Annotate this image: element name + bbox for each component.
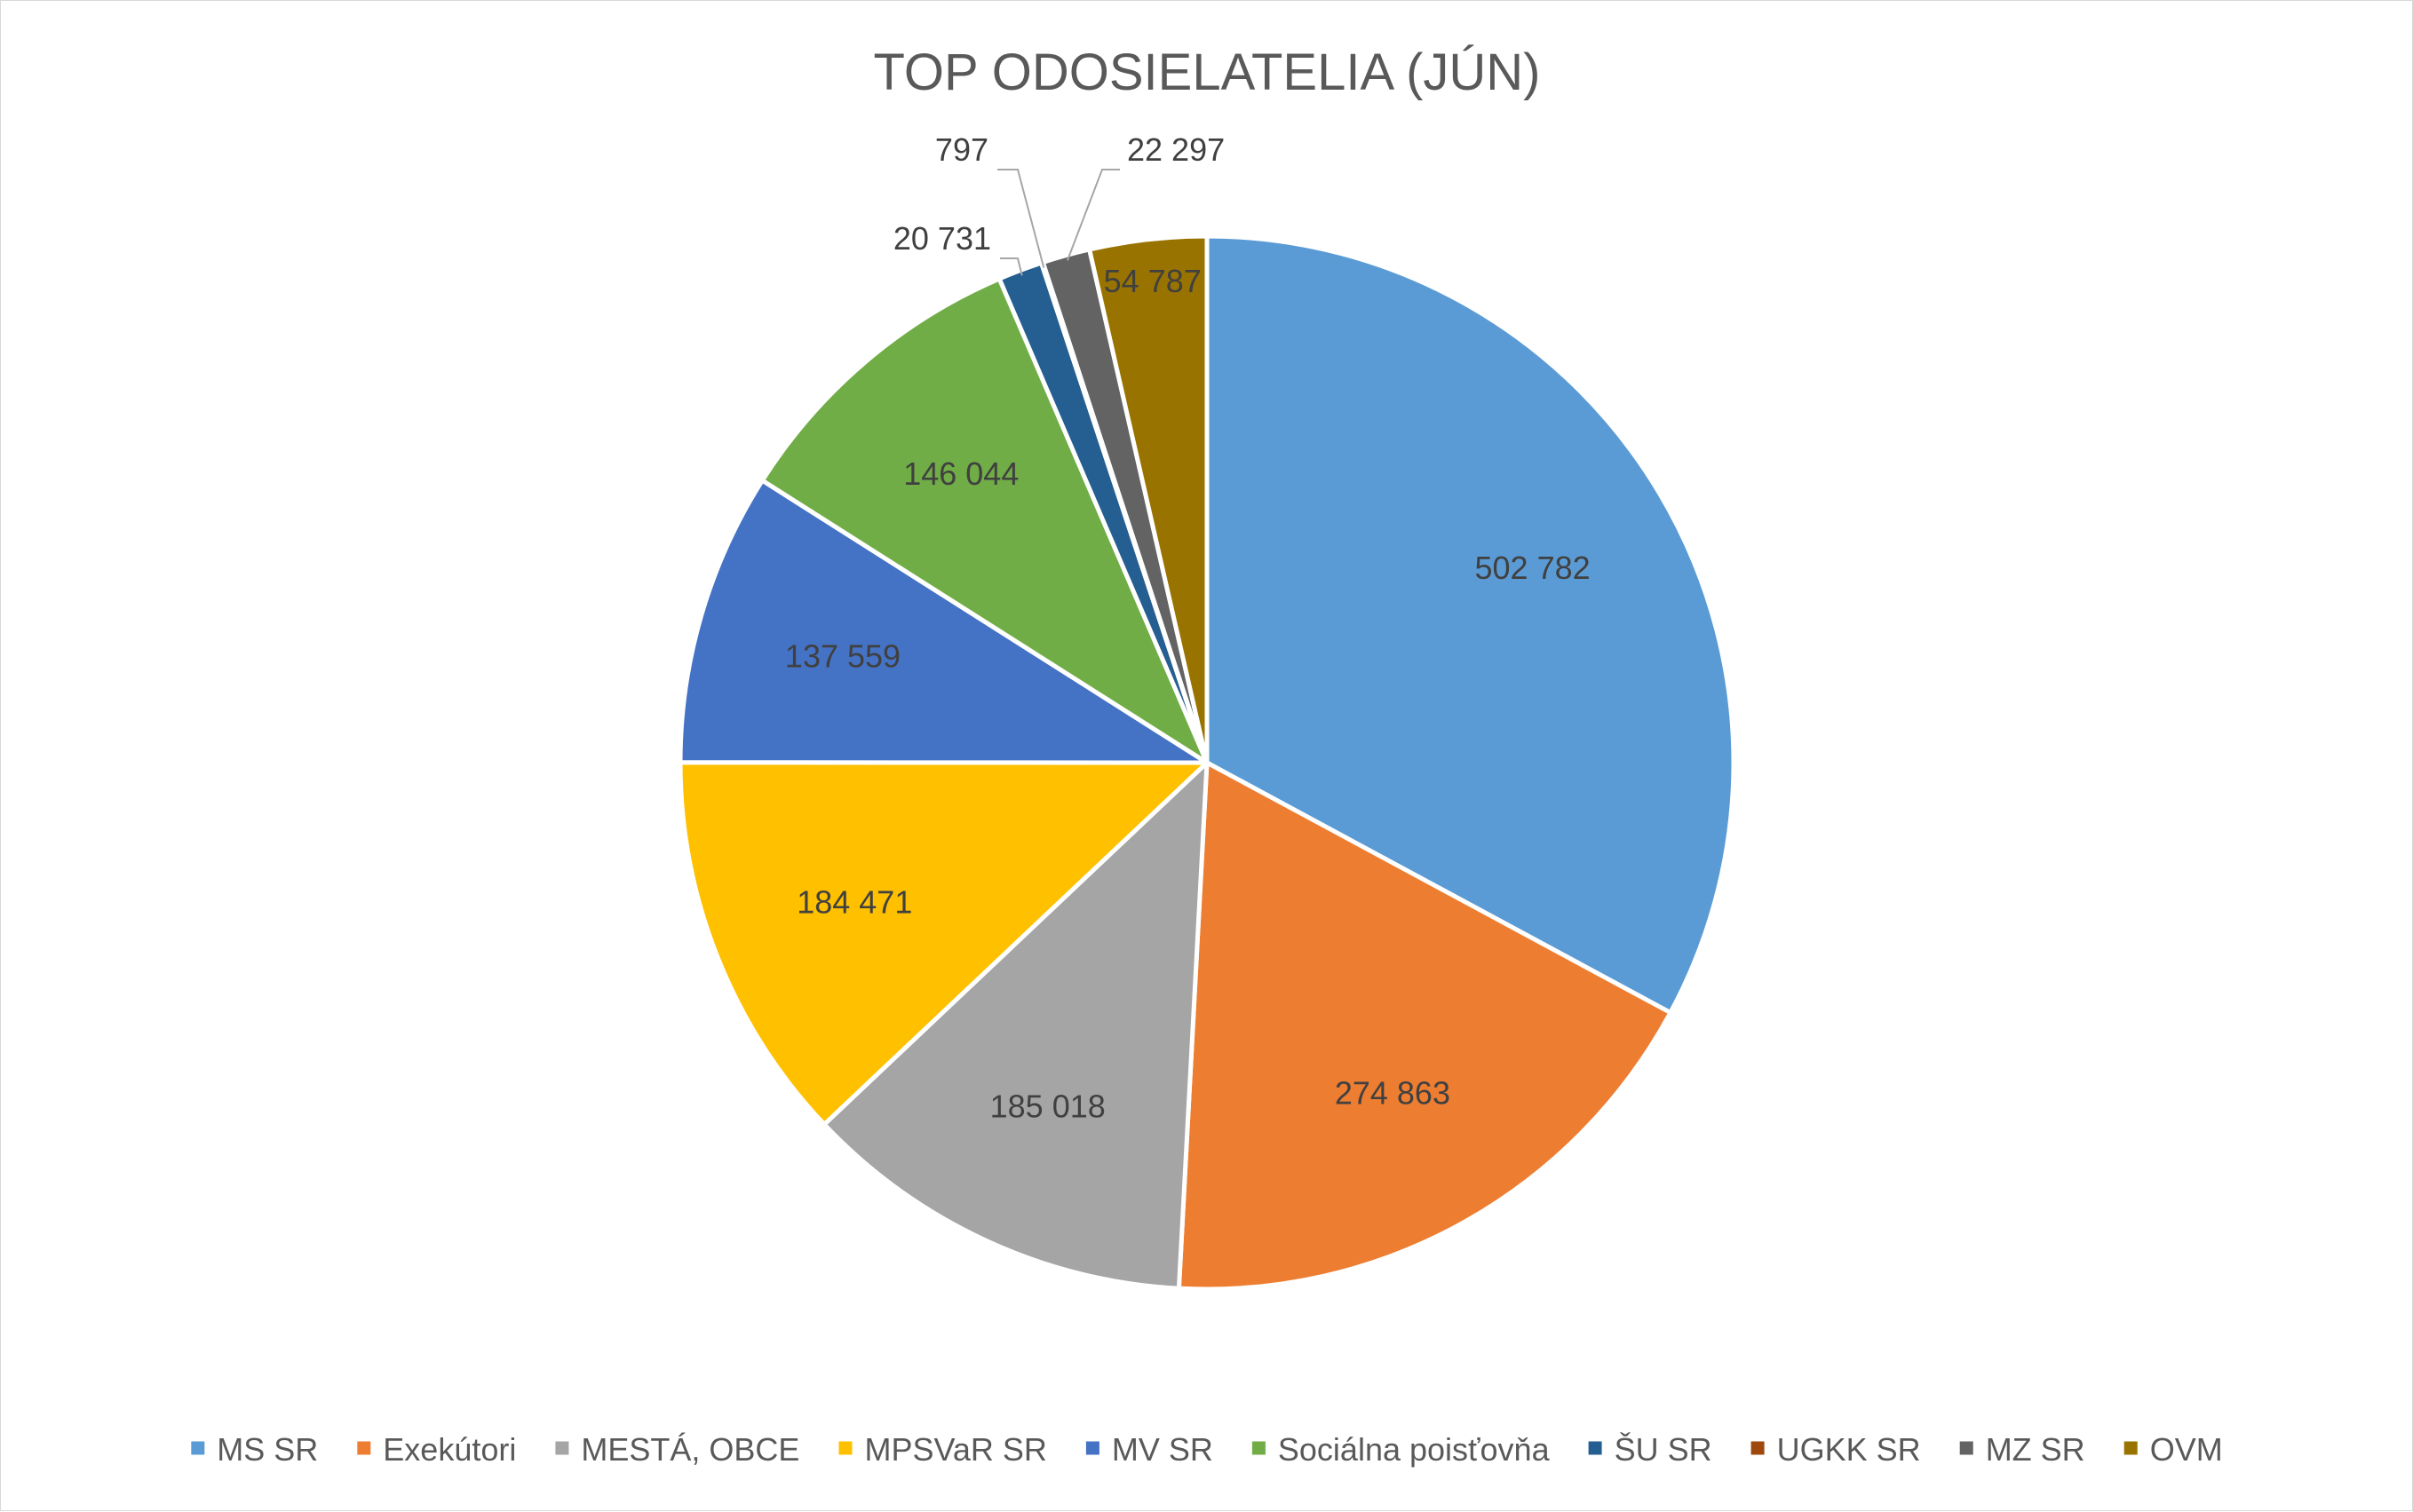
legend-item-exekutori: Exekútori [357, 1431, 516, 1468]
legend-swatch-ms-sr [191, 1441, 205, 1455]
legend-swatch-mz-sr [1959, 1441, 1973, 1455]
data-labels: 502 782 274 863 185 018 184 471 137 559 146 0… [785, 131, 1591, 1125]
slice-mv-sr [678, 478, 1210, 765]
data-label-exekutori: 274 863 [1335, 1074, 1450, 1111]
legend: MS SR Exekútori MESTÁ, OBCE MPSVaR SR MV SR S… [191, 1431, 2223, 1468]
chart-title: TOP ODOSIELATELIA (JÚN) [874, 44, 1541, 101]
legend-item-mv-sr: MV SR [1085, 1431, 1213, 1468]
legend-label-ovm: OVM [2150, 1431, 2223, 1468]
slice-ms-sr [1204, 234, 1736, 1016]
legend-swatch-exekutori [357, 1441, 371, 1455]
leader-line-mz-sr [1066, 169, 1120, 261]
leader-lines [997, 169, 1120, 276]
pie-slices [678, 234, 1736, 1292]
leader-line-su-sr [1000, 257, 1023, 276]
legend-item-mesta-obce: MESTÁ, OBCE [555, 1431, 799, 1468]
legend-swatch-ovm [2123, 1441, 2138, 1455]
legend-item-su-sr: ŠU SR [1588, 1431, 1712, 1468]
legend-item-ugkk-sr: UGKK SR [1750, 1431, 1921, 1468]
legend-label-exekutori: Exekútori [383, 1431, 516, 1468]
slice-ovm [1087, 234, 1210, 765]
leader-line-ugkk-sr [997, 169, 1045, 268]
legend-label-mz-sr: MZ SR [1986, 1431, 2085, 1468]
data-label-su-sr: 20 731 [893, 220, 991, 257]
legend-swatch-ugkk-sr [1750, 1441, 1765, 1455]
legend-item-socialna-poistovna: Sociálna poisťovňa [1251, 1431, 1551, 1468]
legend-swatch-socialna-poistovna [1251, 1441, 1266, 1455]
slice-mpsvar-sr [678, 760, 1210, 1127]
legend-item-ovm: OVM [2123, 1431, 2223, 1468]
legend-item-ms-sr: MS SR [191, 1431, 318, 1468]
slice-socialna-poistovna [759, 276, 1210, 765]
slice-mesta-obce [822, 760, 1210, 1291]
legend-swatch-su-sr [1588, 1441, 1602, 1455]
legend-label-mpsvar-sr: MPSVaR SR [865, 1431, 1047, 1468]
legend-label-socialna-poistovna: Sociálna poisťovňa [1278, 1431, 1551, 1468]
legend-swatch-mpsvar-sr [838, 1441, 853, 1455]
legend-label-mv-sr: MV SR [1112, 1431, 1213, 1468]
data-label-mpsvar-sr: 184 471 [797, 884, 912, 921]
legend-item-mpsvar-sr: MPSVaR SR [838, 1431, 1047, 1468]
slice-exekutori [1176, 760, 1673, 1292]
legend-label-mesta-obce: MESTÁ, OBCE [581, 1431, 799, 1468]
data-label-mz-sr: 22 297 [1127, 131, 1225, 168]
data-label-mv-sr: 137 559 [785, 638, 901, 675]
legend-label-ugkk-sr: UGKK SR [1777, 1431, 1921, 1468]
data-label-ovm: 54 787 [1104, 263, 1202, 299]
legend-label-su-sr: ŠU SR [1615, 1431, 1712, 1468]
legend-swatch-mesta-obce [555, 1441, 569, 1455]
legend-item-mz-sr: MZ SR [1959, 1431, 2085, 1468]
data-label-mesta-obce: 185 018 [990, 1088, 1106, 1125]
data-label-socialna-poistovna: 146 044 [903, 455, 1019, 492]
data-label-ugkk-sr: 797 [935, 131, 988, 168]
legend-swatch-mv-sr [1085, 1441, 1099, 1455]
legend-label-ms-sr: MS SR [217, 1431, 318, 1468]
data-label-ms-sr: 502 782 [1475, 550, 1591, 586]
